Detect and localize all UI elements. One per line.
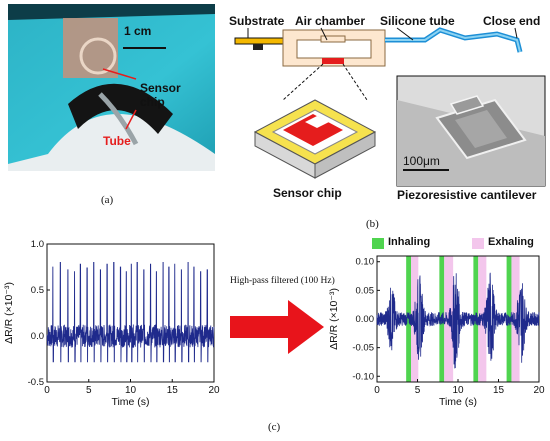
x-tick-label: 20: [208, 385, 220, 396]
nose-pad: [68, 83, 173, 134]
x-tick-label: 15: [493, 385, 505, 396]
silicone-tube-label: Silicone tube: [380, 14, 455, 28]
y-tick-label: -0.5: [28, 377, 44, 388]
y-tick-label: 1.0: [31, 239, 44, 250]
y-tick-label: 0.10: [356, 257, 375, 268]
panel-b-schematic: Substrate Air chamber Silicone tube Clos…: [225, 0, 550, 215]
y-tick-label: 0.5: [31, 285, 44, 296]
inhaling-band: [406, 256, 412, 382]
chart-filtered-signal: 0 5 10 15 20 -0.10 -0.05 0.00 0.05 0.10 Time (s) ΔR…: [328, 255, 545, 408]
substrate-label: Substrate: [229, 14, 285, 28]
exhaling-label: Exhaling: [488, 236, 534, 248]
scale-bar-label: 1 cm: [124, 24, 152, 38]
exhaling-swatch: [472, 238, 484, 249]
sensor-chip-schematic-label: Sensor chip: [273, 186, 342, 200]
caption-c: (c): [268, 421, 281, 433]
exhaling-band: [511, 256, 520, 382]
x-axis-label: Time (s): [439, 396, 477, 408]
x-tick-label: 10: [452, 385, 464, 396]
sem-scale-label: 100μm: [403, 154, 440, 168]
y-tick-label: -0.05: [352, 343, 374, 354]
glasses-photo: [8, 4, 215, 171]
x-tick-label: 5: [415, 385, 421, 396]
sem-image: [396, 75, 546, 187]
sensor-chip-label: Sensor chip: [140, 81, 200, 109]
arrow-text: High-pass filtered (100 Hz): [230, 276, 335, 286]
sensor-chip-3d: [253, 99, 377, 179]
y-axis-label: ΔR/R (×10⁻³): [328, 288, 340, 350]
substrate-shape: [234, 37, 284, 45]
air-chamber-label: Air chamber: [295, 14, 366, 28]
x-tick-label: 5: [86, 385, 92, 396]
filter-arrow: [226, 292, 328, 362]
y-tick-label: 0.05: [356, 285, 375, 296]
tube-label: Tube: [103, 134, 131, 148]
x-tick-label: 15: [167, 385, 179, 396]
x-tick-label: 10: [125, 385, 137, 396]
x-tick-label: 20: [533, 385, 545, 396]
panel-a-photo: 1 cm Sensor chip Tube: [8, 4, 215, 171]
inhaling-label: Inhaling: [388, 236, 431, 248]
schematic-drawing: [234, 27, 546, 187]
cantilever-label: Piezoresistive cantilever: [397, 188, 537, 202]
breathing-legend: Inhaling Exhaling: [372, 236, 550, 252]
caption-a: (a): [101, 194, 114, 206]
inhaling-swatch: [372, 238, 384, 249]
chart-raw-signal: 0 5 10 15 20 -0.5 0.0 0.5 1.0 Time (s) ΔR/R (×10⁻³…: [3, 239, 220, 408]
y-axis-label: ΔR/R (×10⁻³): [3, 282, 15, 344]
close-end-label: Close end: [483, 14, 541, 28]
y-tick-label: 0.00: [356, 314, 375, 325]
red-arrow-icon: [230, 300, 324, 354]
y-tick-label: 0.0: [31, 331, 44, 342]
y-tick-label: -0.10: [352, 371, 374, 382]
x-tick-label: 0: [374, 385, 380, 396]
raw-signal-line: [46, 262, 215, 363]
sensor-chip-text: Sensor chip: [140, 81, 181, 109]
x-axis-label: Time (s): [111, 396, 149, 408]
filtered-signal-line: [376, 272, 540, 369]
x-tick-label: 0: [44, 385, 50, 396]
caption-b: (b): [366, 218, 379, 230]
